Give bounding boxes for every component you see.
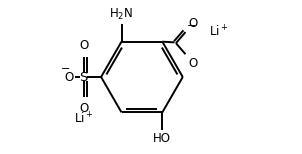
Text: Li$^+$: Li$^+$	[74, 112, 94, 127]
Text: O: O	[79, 39, 88, 52]
Text: H$_2$N: H$_2$N	[109, 7, 133, 22]
Text: O: O	[79, 102, 88, 115]
Text: O: O	[188, 57, 197, 70]
Text: −: −	[187, 21, 196, 31]
Text: O: O	[65, 71, 74, 83]
Text: Li$^+$: Li$^+$	[208, 24, 228, 39]
Text: O: O	[188, 16, 197, 30]
Text: −: −	[61, 64, 70, 74]
Text: S: S	[79, 71, 88, 83]
Text: HO: HO	[153, 132, 171, 145]
